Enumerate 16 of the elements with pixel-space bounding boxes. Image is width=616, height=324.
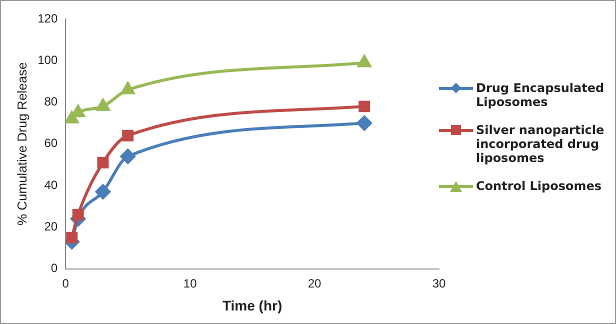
x-tick-label: 20	[308, 276, 322, 290]
y-tick-label: 40	[44, 178, 58, 192]
x-tick-label: 10	[183, 276, 198, 290]
y-tick-label: 60	[44, 136, 58, 150]
x-tick-label: 30	[432, 276, 446, 290]
y-tick-label: 100	[38, 52, 58, 67]
legend-label: Control Liposomes	[476, 179, 602, 193]
x-axis-title: Time (hr)	[222, 297, 282, 314]
y-tick-label: 80	[44, 94, 58, 109]
y-tick-label: 20	[44, 219, 58, 234]
y-tick-label: 120	[38, 11, 58, 26]
legend-label: Drug Encapsulated Liposomes	[476, 81, 606, 109]
x-tick-label: 0	[62, 276, 70, 290]
y-axis-title: % Cumulative Drug Release	[14, 62, 30, 226]
y-tick-label: 0	[50, 261, 58, 276]
legend-label: Silver nanoparticle incorporated drug liposomes	[476, 123, 606, 165]
